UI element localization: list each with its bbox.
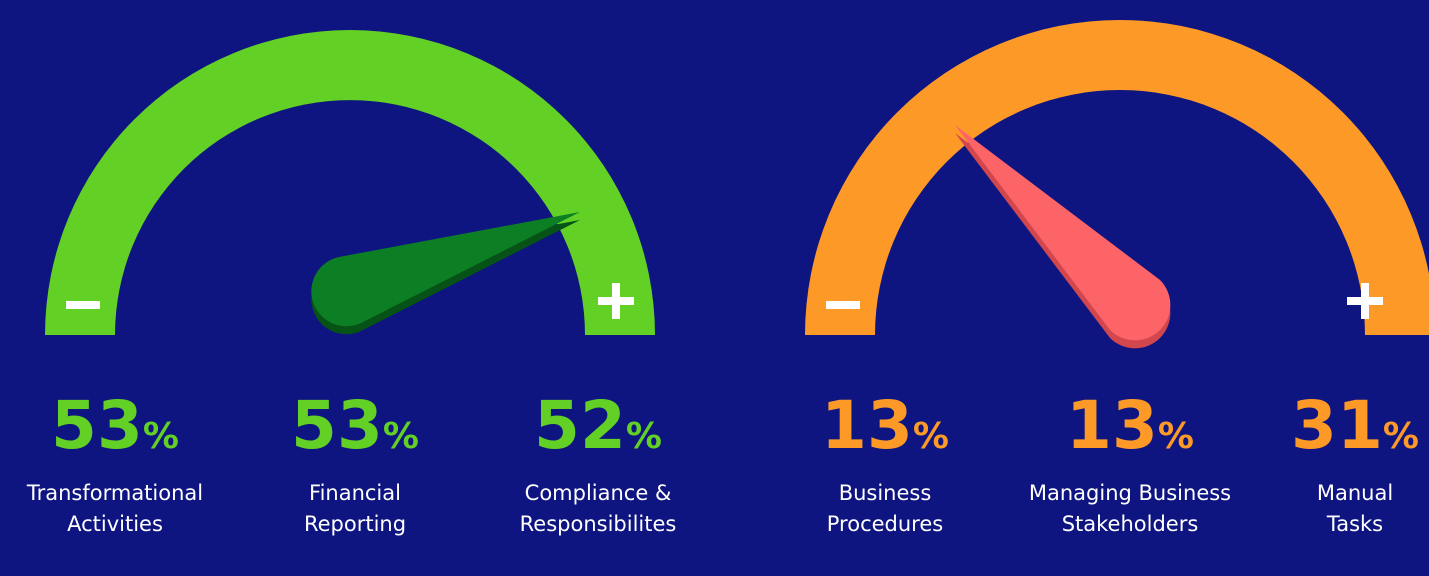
stat-unit: %: [1383, 416, 1419, 457]
stat-label: Procedures: [827, 512, 943, 536]
stat-unit: %: [913, 416, 949, 457]
stat-value: 13: [1066, 387, 1158, 464]
stat: 13%: [1066, 387, 1194, 464]
stat-label: Responsibilites: [520, 512, 677, 536]
stat: 13%: [821, 387, 949, 464]
stat-label: Activities: [67, 512, 163, 536]
stat-label: Stakeholders: [1062, 512, 1199, 536]
stat-label: Reporting: [304, 512, 406, 536]
stat-label: Tasks: [1326, 512, 1383, 536]
gauge-arc: [805, 20, 1429, 335]
gauge-arc: [45, 30, 655, 335]
stat-unit: %: [1158, 416, 1194, 457]
plus-sign: [612, 283, 620, 319]
stat-value: 53: [291, 387, 383, 464]
stat: 53%: [51, 387, 179, 464]
stat-label: Managing Business: [1029, 481, 1231, 505]
stat: 52%: [534, 387, 662, 464]
stat: 31%: [1291, 387, 1419, 464]
stat-value: 52: [534, 387, 626, 464]
needle: [955, 125, 1171, 341]
plus-sign: [1361, 283, 1369, 319]
stat: 53%: [291, 387, 419, 464]
stat-value: 53: [51, 387, 143, 464]
stat-label: Business: [839, 481, 932, 505]
stat-value: 13: [821, 387, 913, 464]
minus-sign: [66, 301, 100, 309]
stat-label: Compliance &: [525, 481, 672, 505]
stat-label: Transformational: [26, 481, 203, 505]
stat-unit: %: [626, 416, 662, 457]
stat-unit: %: [143, 416, 179, 457]
minus-sign: [826, 301, 860, 309]
stat-label: Manual: [1317, 481, 1393, 505]
stat-value: 31: [1291, 387, 1383, 464]
stat-label: Financial: [309, 481, 401, 505]
needle: [311, 212, 580, 327]
stat-unit: %: [383, 416, 419, 457]
